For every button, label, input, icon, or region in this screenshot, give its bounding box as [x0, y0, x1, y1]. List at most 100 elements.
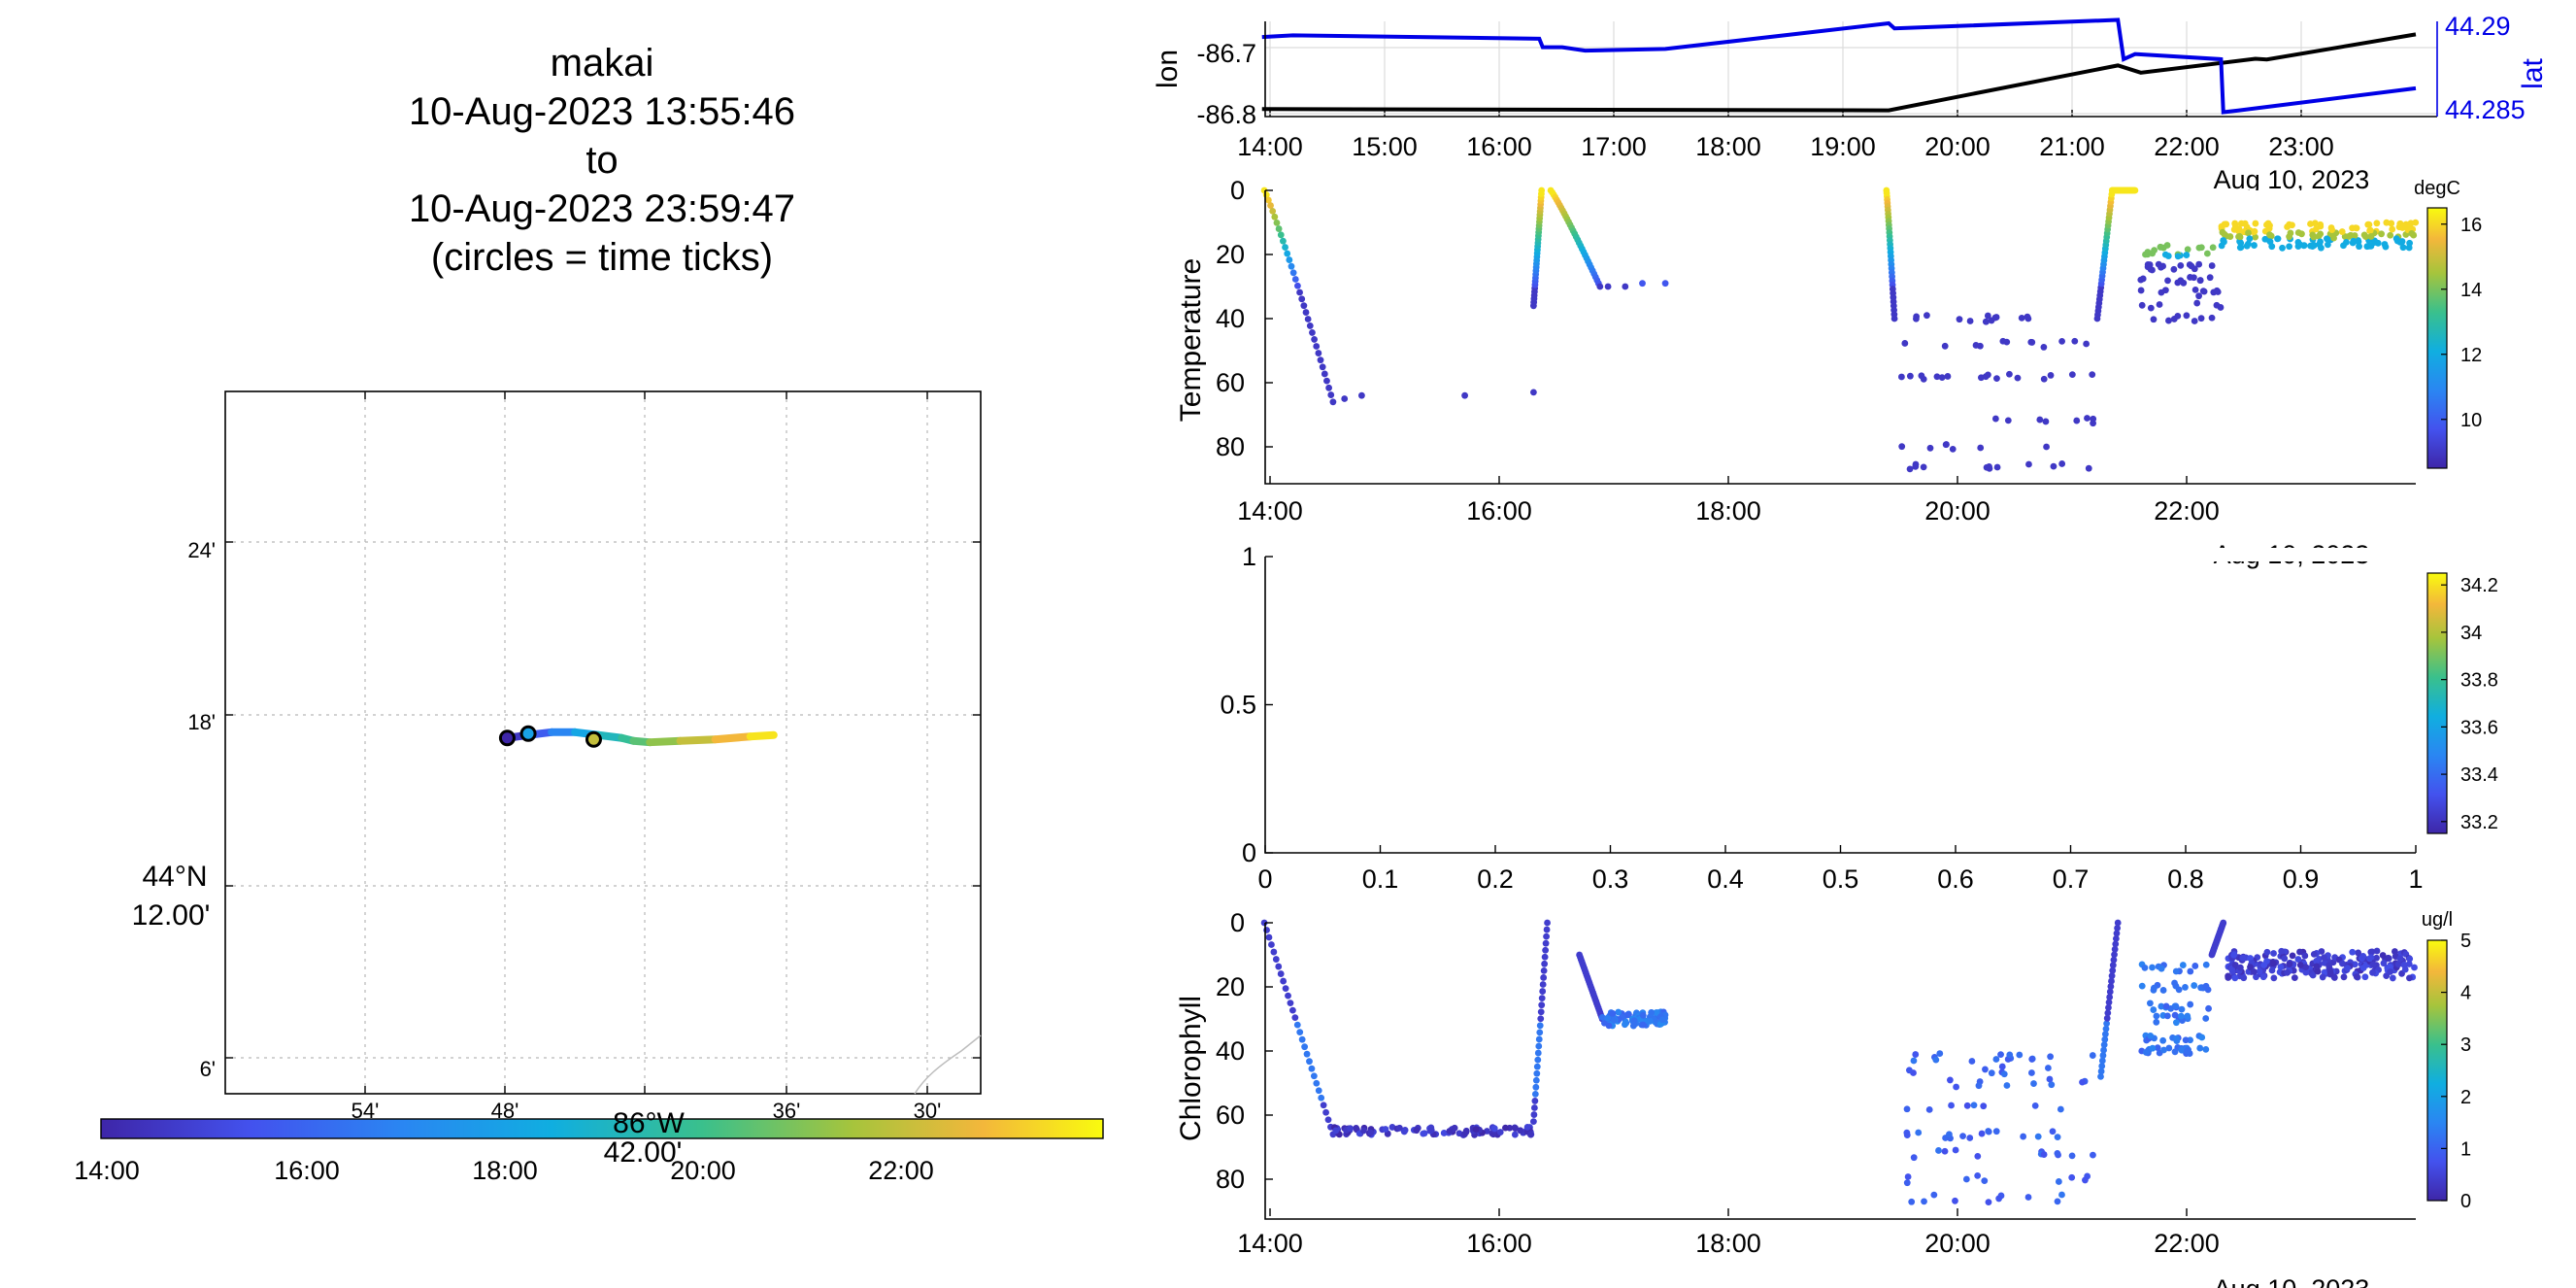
ep-colorbar-tick-label: 34 — [2460, 623, 2482, 644]
temperature-dot — [2389, 225, 2396, 233]
chlorophyll-dot — [2355, 949, 2362, 957]
chlorophyll-dot — [1277, 970, 1285, 977]
temperature-dot — [2047, 372, 2055, 379]
chlorophyll-dot — [2368, 948, 2376, 956]
chlorophyll-dot — [1530, 1118, 1537, 1125]
temperature-dot — [1984, 312, 1991, 320]
temperature-dot — [2310, 233, 2318, 241]
temperature-dot — [1938, 374, 1946, 382]
empty-x-tick-label: 0.8 — [2167, 864, 2204, 894]
chlorophyll-dot — [2309, 971, 2317, 979]
chlorophyll-dot — [2296, 948, 2303, 956]
chlorophyll-dot — [1315, 1087, 1322, 1095]
chlorophyll-dot — [1974, 1152, 1982, 1160]
temperature-dot — [2268, 243, 2276, 251]
chlorophyll-dot — [1420, 1130, 1427, 1137]
tp-y-tick-label: 0 — [1230, 176, 1245, 205]
temperature-dot — [1358, 391, 1365, 399]
chlorophyll-dot — [1932, 1056, 1940, 1064]
time-colorbar-tick: 22:00 — [868, 1156, 934, 1185]
empty-y-tick-label: 1 — [1242, 542, 1256, 571]
chlorophyll-dot — [2313, 963, 2321, 970]
chlorophyll-dot — [1995, 1195, 2003, 1203]
temperature-dot — [2406, 239, 2414, 247]
temperature-dot — [2191, 265, 2198, 273]
temperature-dot — [2071, 337, 2079, 345]
temperature-dot — [2387, 231, 2394, 239]
chlorophyll-dot — [1282, 985, 1289, 992]
chlorophyll-dot — [2106, 988, 2114, 996]
temperature-dot — [1329, 398, 1337, 406]
chlorophyll-dot — [2202, 1046, 2210, 1053]
temperature-dot — [1271, 213, 1279, 220]
chlorophyll-dot — [2154, 1044, 2161, 1051]
chlorophyll-dot — [2294, 956, 2302, 963]
chlorophyll-dot — [1534, 1049, 1542, 1057]
chlorophyll-dot — [1975, 1082, 1983, 1090]
title-line: 10-Aug-2023 13:55:46 — [409, 90, 795, 133]
chlorophyll-dot — [2054, 1198, 2061, 1205]
temperature-dot — [1302, 309, 1310, 316]
chlorophyll-dot — [2260, 962, 2268, 968]
chlorophyll-dot — [2153, 1018, 2160, 1026]
chlorophyll-dot — [1298, 1035, 1306, 1043]
chlorophyll-dot — [2098, 1063, 2106, 1069]
chlorophyll-dot — [1544, 919, 1551, 927]
chlorophyll-dot — [1980, 1102, 1988, 1110]
ch-x-tick-label: 22:00 — [2154, 1229, 2220, 1258]
chlorophyll-dot — [2044, 1065, 2052, 1071]
chlorophyll-dot — [2281, 955, 2289, 963]
ship-track — [498, 725, 778, 748]
chlorophyll-dot — [2191, 963, 2199, 969]
temperature-dot — [1298, 295, 1306, 303]
temperature-dot — [2165, 317, 2172, 324]
track-segment — [646, 736, 685, 747]
temperature-dot — [2267, 232, 2275, 240]
temperature-dot — [1639, 280, 1646, 288]
temperature-dot — [2040, 375, 2048, 383]
temperature-dot — [2364, 220, 2372, 228]
temperature-dot — [1918, 372, 1925, 380]
chlorophyll-dot — [1915, 1129, 1923, 1136]
chlorophyll-dot — [2387, 964, 2393, 970]
chlorophyll-dot — [2344, 965, 2352, 972]
chlorophyll-dot — [2198, 1034, 2206, 1041]
map-axes-box — [224, 390, 982, 1095]
chlorophyll-dot — [2406, 955, 2414, 963]
chlorophyll-dot — [1905, 1067, 1913, 1074]
empty-salinity-panel: 00.51 0 0.1 0.2 0.3 0.4 0.5 0.6 0.7 0.8 0.9 1 34.2… — [1220, 542, 2497, 894]
temperature-dot — [2356, 243, 2362, 251]
chlorophyll-dot — [1539, 981, 1547, 988]
temperature-dot — [1901, 340, 1909, 347]
chlorophyll-dot — [1268, 941, 1275, 948]
temperature-dot — [2324, 235, 2330, 243]
temperature-dot — [2317, 220, 2325, 228]
temperature-dot — [1912, 460, 1920, 468]
chlorophyll-dot — [1910, 1154, 1918, 1162]
temperature-dot — [2383, 219, 2391, 226]
chlorophyll-dot — [1963, 1102, 1971, 1109]
temperature-dot — [2043, 443, 2050, 451]
chlorophyll-colorbar-ticks: 5 4 3 2 1 0 — [2441, 931, 2471, 1212]
chlorophyll-dot — [2079, 1078, 2086, 1086]
chlorophyll-dot — [2034, 1133, 2042, 1140]
chlorophyll-dot — [1936, 1050, 1944, 1057]
chlorophyll-dot — [2236, 964, 2244, 971]
chlorophyll-dot — [2142, 1049, 2150, 1056]
chlorophyll-dot — [2396, 955, 2404, 963]
temperature-dot — [2146, 261, 2154, 268]
temperature-dot — [2142, 251, 2149, 258]
temperature-dot — [2353, 224, 2360, 232]
chlorophyll-dot — [2149, 1044, 2157, 1052]
chlorophyll-dot — [1539, 988, 1547, 995]
chlorophyll-colorbar — [2426, 939, 2448, 1202]
chlorophyll-dot — [2369, 961, 2377, 968]
temperature-dot — [2089, 371, 2096, 379]
chlorophyll-dot — [1462, 1129, 1470, 1135]
chlorophyll-dot — [2138, 982, 2146, 990]
chlorophyll-dot — [2379, 952, 2387, 959]
chlorophyll-dot — [2340, 973, 2348, 981]
time-colorbar-ticks: 14:00 16:00 18:00 20:00 22:00 — [74, 1156, 934, 1185]
chlorophyll-dot — [2330, 974, 2338, 981]
chlorophyll-dot — [2310, 950, 2318, 958]
